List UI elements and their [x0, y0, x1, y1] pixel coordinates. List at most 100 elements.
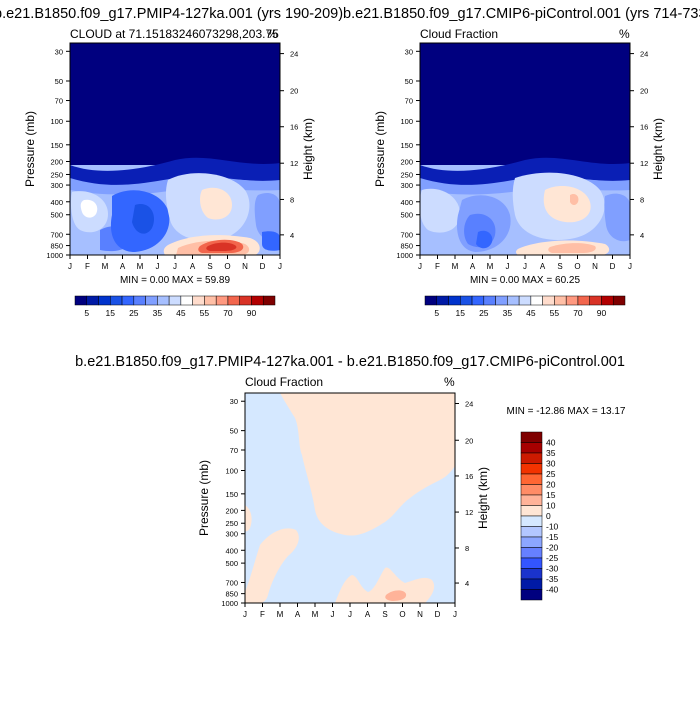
colorbar-swatch	[424, 295, 438, 306]
y-tick-label: 250	[225, 519, 238, 528]
colorbar-label: 30	[546, 459, 556, 469]
colorbar-swatch	[520, 494, 543, 506]
x-tick-label: J	[506, 262, 510, 271]
y-tick-label: 300	[225, 530, 238, 539]
x-tick-label: M	[137, 262, 144, 271]
y-tick-label: 150	[225, 490, 238, 499]
y2-tick-label: 24	[290, 50, 298, 59]
y-tick-label: 850	[50, 242, 63, 251]
y-tick-label: 50	[405, 77, 413, 86]
panel-2-colorbar: 5 15 25 35 45 55 70 90	[424, 295, 626, 318]
colorbar-swatch	[180, 295, 193, 306]
y-tick-label: 700	[225, 578, 238, 587]
y-tick-label: 400	[225, 546, 238, 555]
colorbar-swatch	[520, 557, 543, 569]
colorbar-swatch	[520, 442, 543, 454]
panel-3-plot-area	[245, 393, 455, 603]
colorbar-label: 25	[129, 308, 139, 318]
colorbar-swatch	[601, 295, 614, 306]
colorbar-swatch	[133, 295, 146, 306]
y2-tick-label: 4	[640, 231, 644, 240]
y2-tick-label: 24	[465, 400, 473, 409]
colorbar-label: 25	[479, 308, 489, 318]
colorbar-swatch	[520, 484, 543, 496]
x-tick-label: J	[348, 610, 352, 619]
colorbar-label: -40	[546, 585, 559, 595]
colorbar-label: 5	[434, 308, 439, 318]
colorbar-swatch	[227, 295, 240, 306]
y-tick-label: 1000	[46, 251, 63, 260]
panel-2-axes: J F M A M J J A S O N D J 30 50 70 100 150 200 250 300 400 500…	[396, 47, 648, 271]
y2-tick-label: 16	[640, 123, 648, 132]
x-tick-label: F	[260, 610, 265, 619]
colorbar-label: -35	[546, 574, 559, 584]
panel-2-minmax: MIN = 0.00 MAX = 60.25	[470, 275, 580, 286]
x-tick-label: S	[207, 262, 212, 271]
y-tick-label: 400	[400, 198, 413, 207]
x-tick-label: A	[190, 262, 196, 271]
y-tick-label: 150	[50, 141, 63, 150]
colorbar-swatch	[495, 295, 508, 306]
colorbar-swatch	[520, 536, 543, 548]
y2-tick-label: 20	[640, 87, 648, 96]
y-tick-label: 700	[50, 230, 63, 239]
colorbar-label: 5	[84, 308, 89, 318]
x-tick-label: J	[173, 262, 177, 271]
panel-1-minmax: MIN = 0.00 MAX = 59.89	[120, 275, 230, 286]
panel-1-y2label: Height (km)	[301, 118, 315, 180]
colorbar-label: 70	[573, 308, 583, 318]
y2-tick-label: 12	[465, 508, 473, 517]
x-tick-label: F	[85, 262, 90, 271]
panel-1-colorbar: 5 15 25 35 45 55 70 90	[74, 295, 276, 318]
y-tick-label: 300	[50, 181, 63, 190]
panel-3-minmax: MIN = -12.86 MAX = 13.17	[507, 406, 626, 417]
y-tick-label: 200	[400, 158, 413, 167]
colorbar-swatch	[507, 295, 520, 306]
x-tick-label: S	[557, 262, 562, 271]
x-tick-label: J	[418, 262, 422, 271]
x-tick-label: F	[435, 262, 440, 271]
colorbar-label: 35	[546, 448, 556, 458]
colorbar-label: 10	[546, 501, 556, 511]
panel-3-units: %	[444, 375, 455, 389]
panel-2-units: %	[619, 27, 630, 41]
colorbar-swatch	[168, 295, 182, 306]
y-tick-label: 30	[405, 47, 413, 56]
y2-tick-label: 16	[290, 123, 298, 132]
panel-2: b.e21.B1850.f09_g17.CMIP6-piControl.001 …	[343, 6, 700, 318]
y2-tick-label: 12	[290, 159, 298, 168]
panel-3-y2label: Height (km)	[476, 467, 490, 529]
y2-tick-label: 20	[290, 87, 298, 96]
colorbar-label: 35	[153, 308, 163, 318]
x-tick-label: J	[278, 262, 282, 271]
panel-1-axes: J F M A M J J A S O N D J 30 50 70 100 150 200 250 300 400 500…	[46, 47, 298, 271]
colorbar-swatch	[145, 295, 158, 306]
y2-tick-label: 8	[290, 195, 294, 204]
x-tick-label: N	[242, 262, 248, 271]
panel-3-subtitle: Cloud Fraction	[245, 375, 323, 389]
y-tick-label: 700	[400, 230, 413, 239]
panel-1-plot-area	[70, 43, 280, 255]
colorbar-swatch	[460, 295, 473, 306]
colorbar-swatch	[520, 526, 543, 538]
colorbar-label: 90	[597, 308, 607, 318]
x-tick-label: J	[156, 262, 160, 271]
colorbar-label: -10	[546, 522, 559, 532]
colorbar-swatch	[530, 295, 543, 306]
x-tick-label: N	[417, 610, 423, 619]
colorbar-swatch	[215, 295, 229, 306]
panel-1-title: b.e21.B1850.f09_g17.PMIP4-127ka.001 (yrs…	[0, 6, 343, 22]
y2-tick-label: 20	[465, 436, 473, 445]
x-tick-label: A	[470, 262, 476, 271]
x-tick-label: D	[260, 262, 266, 271]
colorbar-swatch	[520, 431, 543, 443]
x-tick-label: J	[68, 262, 72, 271]
colorbar-swatch	[483, 295, 496, 306]
y2-tick-label: 24	[640, 50, 648, 59]
colorbar-swatch	[110, 295, 123, 306]
y-tick-label: 30	[55, 47, 63, 56]
y-tick-label: 1000	[396, 251, 413, 260]
colorbar-swatch	[192, 295, 205, 306]
y-tick-label: 300	[400, 181, 413, 190]
colorbar-swatch	[98, 295, 111, 306]
